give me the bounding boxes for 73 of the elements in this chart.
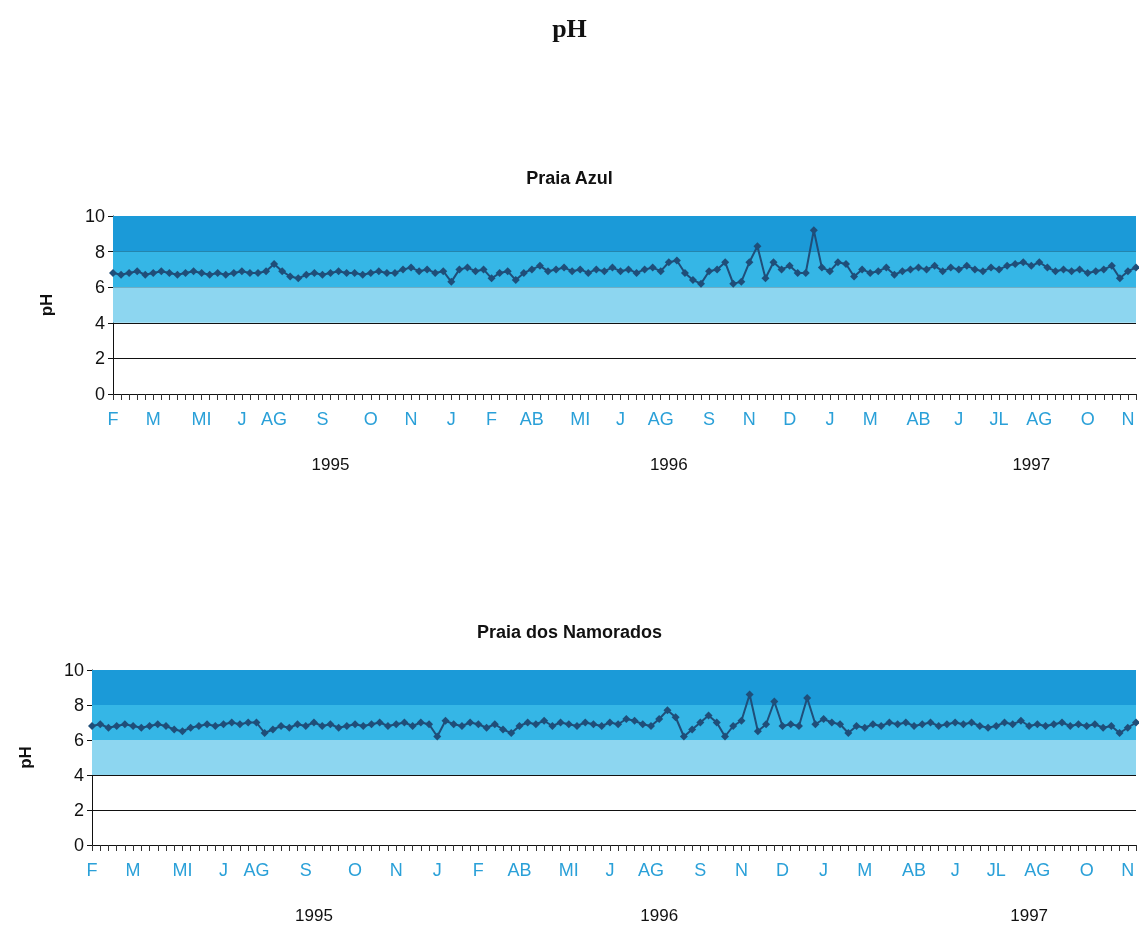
x-tick-label: N [742, 409, 756, 429]
x-tick-label: N [389, 860, 403, 880]
text: 1996 [640, 906, 679, 925]
x-tick-label: MI [570, 409, 591, 429]
x-tick-label: MI [558, 860, 579, 880]
y-tick-label: 0 [94, 384, 105, 404]
x-tick-label: N [1121, 860, 1135, 880]
y-tick-label: 4 [94, 312, 105, 333]
x-tick-label: AB [507, 860, 532, 880]
x-tick-label: F [86, 860, 98, 880]
x-tick-label: F [486, 409, 498, 429]
x-tick-label: AG [1024, 860, 1051, 880]
text: 1997 [1010, 906, 1049, 925]
x-tick-label: AG [647, 409, 674, 429]
x-tick-label: N [1121, 409, 1135, 429]
x-tick-label: MI [172, 860, 193, 880]
x-tick-label: M [857, 860, 873, 880]
x-tick-label: J [825, 409, 835, 429]
x-tick-label: O [363, 409, 378, 429]
x-tick-label: S [694, 860, 707, 880]
x-tick-label: J [446, 409, 456, 429]
x-tick-label: J [950, 860, 960, 880]
x-tick-label: M [145, 409, 161, 429]
x-tick-label: JL [986, 860, 1006, 880]
text: 1996 [649, 455, 688, 474]
y-tick-label: 4 [73, 765, 84, 785]
x-tick-label: S [299, 860, 312, 880]
x-tick-label: AG [637, 860, 664, 880]
x-tick-label: O [1080, 409, 1095, 429]
x-tick-label: M [125, 860, 141, 880]
x-tick-label: N [734, 860, 748, 880]
x-tick-label: M [862, 409, 878, 429]
x-tick-label: AG [1026, 409, 1053, 429]
x-tick-label: D [776, 860, 790, 880]
chart-title: Praia Azul [526, 168, 613, 188]
y-tick-label: 8 [73, 695, 84, 715]
chart-title: Praia dos Namorados [476, 622, 663, 642]
y-axis-title: pH [16, 746, 35, 769]
x-tick-label: J [605, 860, 615, 880]
x-tick-label: F [472, 860, 484, 880]
x-tick-label: S [703, 409, 716, 429]
y-tick-label: 2 [94, 348, 105, 369]
x-tick-label: J [819, 860, 829, 880]
x-tick-label: D [783, 409, 797, 429]
text: 1995 [311, 455, 350, 474]
x-tick-label: O [1079, 860, 1094, 880]
y-tick-label: 2 [73, 800, 84, 820]
y-tick-label: 10 [63, 660, 84, 680]
y-tick-label: 8 [94, 241, 105, 262]
x-tick-label: S [316, 409, 329, 429]
x-tick-label: J [432, 860, 442, 880]
x-tick-label: J [954, 409, 964, 429]
x-tick-label: F [107, 409, 119, 429]
x-tick-label: AB [906, 409, 931, 429]
x-tick-label: AB [902, 860, 927, 880]
y-tick-label: 10 [84, 206, 105, 226]
x-tick-label: AG [261, 409, 288, 429]
x-tick-label: J [615, 409, 625, 429]
x-tick-label: J [237, 409, 247, 429]
text: pH [552, 13, 587, 43]
y-tick-label: 0 [73, 835, 84, 855]
text: 1997 [1012, 455, 1051, 474]
y-tick-label: 6 [94, 277, 105, 298]
x-tick-label: JL [989, 409, 1009, 429]
x-tick-label: MI [191, 409, 212, 429]
y-axis-title: pH [37, 293, 56, 317]
x-tick-label: AB [519, 409, 544, 429]
y-tick-label: 6 [73, 730, 84, 750]
x-tick-label: J [219, 860, 229, 880]
x-tick-label: O [348, 860, 363, 880]
text: 1995 [295, 906, 333, 925]
x-tick-label: AG [243, 860, 270, 880]
x-tick-label: N [404, 409, 418, 429]
